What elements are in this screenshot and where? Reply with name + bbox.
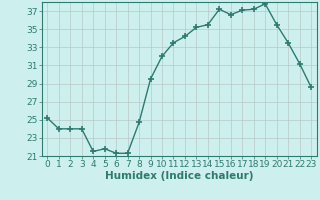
X-axis label: Humidex (Indice chaleur): Humidex (Indice chaleur) [105,171,253,181]
